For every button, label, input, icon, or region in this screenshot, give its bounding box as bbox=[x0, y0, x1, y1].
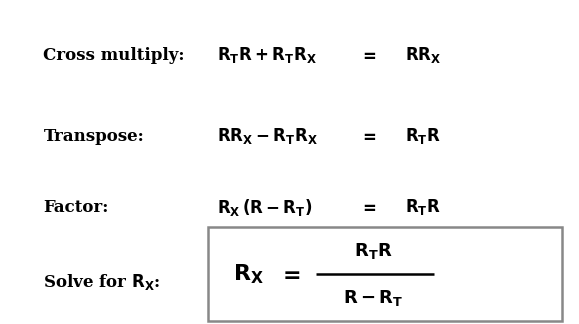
Text: $\mathbf{R_X}$: $\mathbf{R_X}$ bbox=[233, 262, 265, 285]
Text: Cross multiply:: Cross multiply: bbox=[43, 47, 185, 64]
Text: $\mathbf{R_TR}$: $\mathbf{R_TR}$ bbox=[405, 197, 441, 217]
Text: Transpose:: Transpose: bbox=[43, 128, 144, 145]
Text: $\mathbf{RR_X}$: $\mathbf{RR_X}$ bbox=[405, 45, 442, 65]
Text: $\mathbf{=}$: $\mathbf{=}$ bbox=[359, 199, 376, 216]
Text: $\mathbf{=}$: $\mathbf{=}$ bbox=[359, 128, 376, 145]
Text: $\mathbf{R - R_T}$: $\mathbf{R - R_T}$ bbox=[343, 288, 404, 308]
Text: Factor:: Factor: bbox=[43, 199, 109, 216]
Bar bbox=[208, 227, 562, 321]
Text: $\mathbf{RR_X - R_TR_X}$: $\mathbf{RR_X - R_TR_X}$ bbox=[217, 126, 318, 146]
Text: $\mathbf{R_X\,(R - R_T)}$: $\mathbf{R_X\,(R - R_T)}$ bbox=[217, 197, 313, 218]
Text: $\mathbf{=}$: $\mathbf{=}$ bbox=[359, 47, 376, 64]
Text: $\mathbf{=}$: $\mathbf{=}$ bbox=[278, 263, 301, 285]
Text: $\mathbf{R_TR}$: $\mathbf{R_TR}$ bbox=[354, 241, 393, 261]
Text: $\mathbf{R_TR + R_TR_X}$: $\mathbf{R_TR + R_TR_X}$ bbox=[217, 45, 317, 65]
Text: $\mathbf{R_TR}$: $\mathbf{R_TR}$ bbox=[405, 126, 441, 146]
Text: Solve for $\mathbf{R_X}$:: Solve for $\mathbf{R_X}$: bbox=[43, 272, 161, 292]
